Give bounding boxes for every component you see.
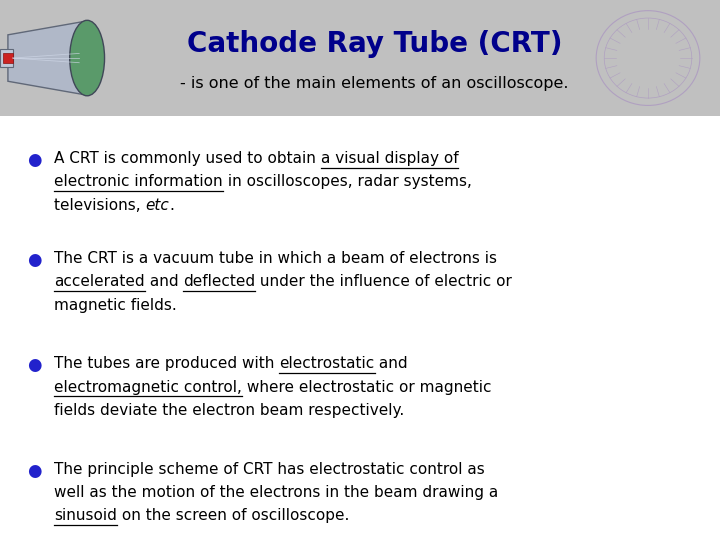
Text: fields deviate the electron beam respectively.: fields deviate the electron beam respect… [54,403,404,418]
Text: under the influence of electric or: under the influence of electric or [256,274,512,289]
Text: ●: ● [27,462,42,480]
Text: accelerated: accelerated [54,274,145,289]
Text: ●: ● [27,251,42,269]
Text: - is one of the main elements of an oscilloscope.: - is one of the main elements of an osci… [180,76,569,91]
Text: electronic information: electronic information [54,174,222,190]
Text: and: and [374,356,408,372]
Text: deflected: deflected [183,274,256,289]
Text: on the screen of oscilloscope.: on the screen of oscilloscope. [117,508,349,523]
Text: electrostatic: electrostatic [279,356,374,372]
Text: in oscilloscopes, radar systems,: in oscilloscopes, radar systems, [222,174,472,190]
Ellipse shape [70,21,104,96]
Text: etc: etc [145,198,169,213]
Bar [0,49,13,68]
Text: ●: ● [27,151,42,169]
Text: and: and [145,274,183,289]
Text: A CRT is commonly used to obtain: A CRT is commonly used to obtain [54,151,320,166]
Text: The CRT is a vacuum tube in which a beam of electrons is: The CRT is a vacuum tube in which a beam… [54,251,497,266]
Text: sinusoid: sinusoid [54,508,117,523]
Text: The principle scheme of CRT has electrostatic control as: The principle scheme of CRT has electros… [54,462,485,477]
Text: Cathode Ray Tube (CRT): Cathode Ray Tube (CRT) [186,30,562,58]
Polygon shape [8,21,87,95]
Text: ●: ● [27,356,42,374]
Text: televisions,: televisions, [54,198,145,213]
Text: The tubes are produced with: The tubes are produced with [54,356,279,372]
Text: a visual display of: a visual display of [320,151,459,166]
Text: magnetic fields.: magnetic fields. [54,298,176,313]
Bar [3,53,13,63]
Text: electromagnetic control,: electromagnetic control, [54,380,242,395]
Text: .: . [169,198,174,213]
Text: where electrostatic or magnetic: where electrostatic or magnetic [242,380,491,395]
Text: well as the motion of the electrons in the beam drawing a: well as the motion of the electrons in t… [54,485,498,500]
